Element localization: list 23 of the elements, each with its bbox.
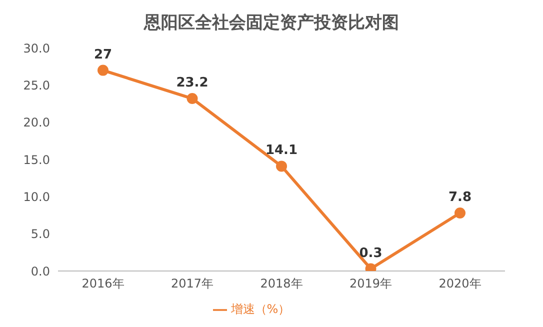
- point: [186, 93, 198, 104]
- data-label: 0.3: [359, 246, 382, 261]
- data-label: 7.8: [448, 190, 472, 206]
- point: [454, 208, 466, 219]
- legend-label: 增速（%）: [230, 302, 290, 316]
- x-tick-label: 2016年: [82, 276, 124, 291]
- y-tick-label: 5.0: [30, 227, 50, 242]
- data-label: 23.2: [176, 76, 208, 91]
- point: [98, 64, 108, 76]
- y-tick-label: 0.0: [30, 264, 50, 278]
- data-label: 27: [94, 47, 112, 62]
- x-tick-label: 2020年: [438, 276, 482, 291]
- y-tick-label: 30.0: [23, 41, 50, 56]
- point: [276, 160, 287, 172]
- data-label: 14.1: [265, 143, 298, 158]
- x-tick-label: 2019年: [349, 276, 392, 291]
- y-tick-label: 10.0: [23, 190, 50, 204]
- x-tick-label: 2017年: [170, 276, 214, 291]
- y-tick-label: 25.0: [23, 78, 50, 92]
- y-tick-label: 20.0: [23, 116, 50, 130]
- y-tick-label: 15.0: [23, 152, 50, 167]
- x-tick-label: 2018年: [260, 276, 303, 291]
- chart-title: 恩阳区全社会固定资产投资比对图: [142, 12, 400, 35]
